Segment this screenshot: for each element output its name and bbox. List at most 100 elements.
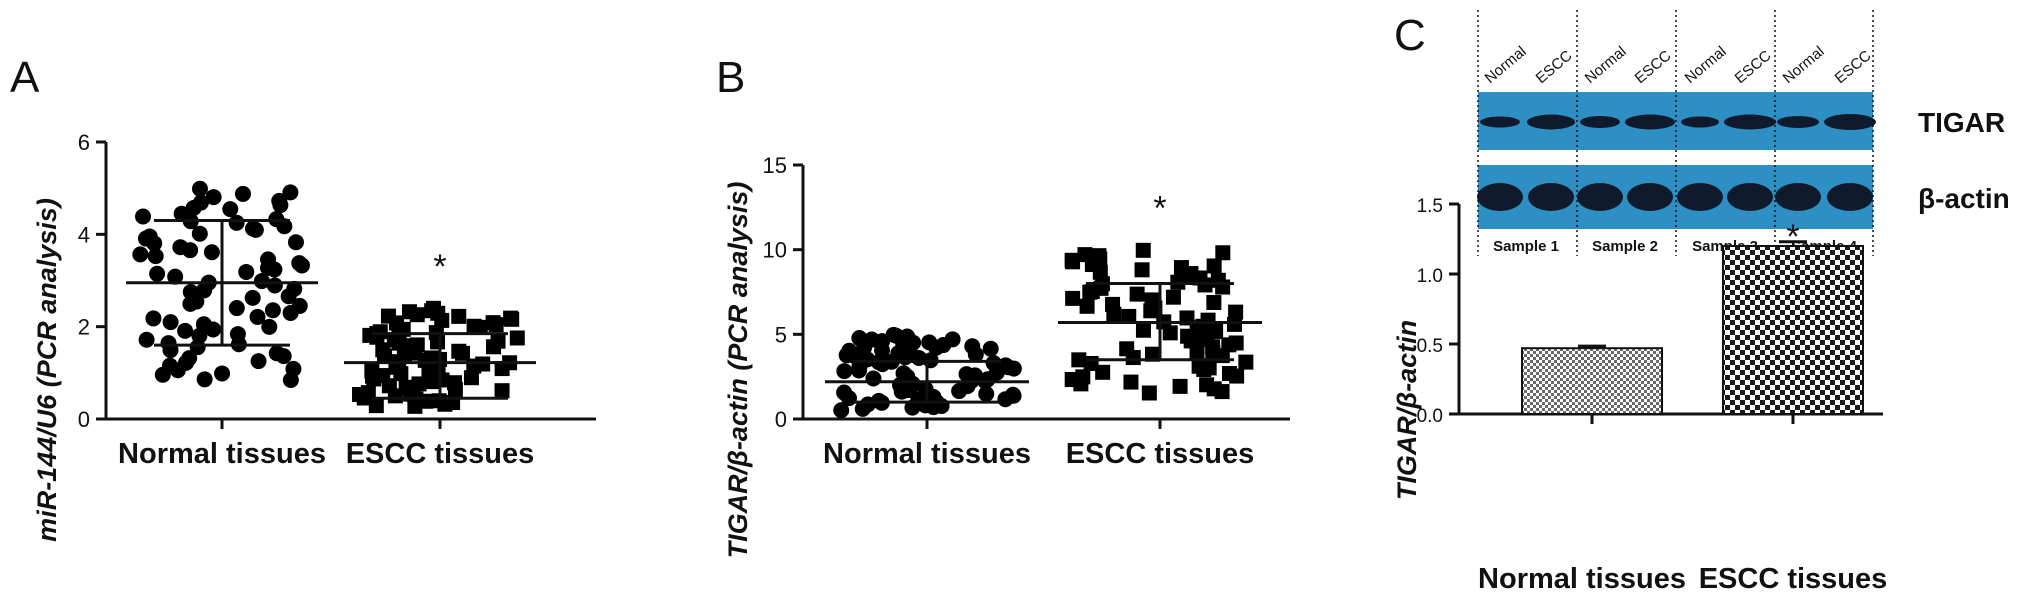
data-point <box>425 300 441 316</box>
data-point <box>402 304 418 320</box>
band-beta-actin <box>1677 183 1723 211</box>
band-beta-actin <box>1727 183 1773 211</box>
data-point <box>191 225 208 242</box>
data-point <box>985 355 1002 372</box>
data-point <box>463 370 479 386</box>
data-point <box>228 300 245 317</box>
panel-c: C Normal ESCC Normal ESCC Normal ESCC Normal ES… <box>1392 10 2010 595</box>
data-point <box>1095 364 1111 380</box>
panel-c-letter: C <box>1394 11 1426 60</box>
data-point <box>195 316 212 333</box>
data-point <box>1119 341 1135 357</box>
data-point <box>205 189 222 206</box>
data-point <box>1228 335 1244 351</box>
data-point <box>162 314 179 331</box>
data-point <box>1075 369 1091 385</box>
band-beta-actin <box>1627 183 1673 211</box>
data-point <box>291 255 308 272</box>
band-tigar <box>1580 116 1620 128</box>
panel-a-stat-lines <box>126 218 536 400</box>
band-tigar <box>1625 114 1675 130</box>
band-beta-actin <box>1775 183 1821 211</box>
data-point <box>1215 245 1231 261</box>
data-point <box>1121 308 1137 324</box>
data-point <box>1191 358 1207 374</box>
data-point <box>997 357 1014 374</box>
data-point <box>141 228 158 245</box>
panel-a-points <box>132 180 525 414</box>
data-point <box>1129 286 1145 302</box>
data-point <box>286 280 303 297</box>
data-point <box>161 357 178 374</box>
data-point <box>1228 304 1244 320</box>
panel-b-y-tick-label: 5 <box>775 322 787 347</box>
panel-c-bar-escc <box>1722 245 1864 415</box>
data-point <box>287 234 304 251</box>
data-point <box>196 371 213 388</box>
panel-c-category-escc: ESCC tissues <box>1699 563 1888 595</box>
data-point <box>1077 247 1093 263</box>
panel-b-letter: B <box>716 53 745 102</box>
data-point <box>250 353 267 370</box>
data-point <box>1135 242 1151 258</box>
data-point <box>1238 354 1254 370</box>
blot-sample-2: Sample 2 <box>1592 238 1658 255</box>
panel-b-axes: 0 5 10 15 <box>763 153 1290 432</box>
blot-lane-label: Normal <box>1780 43 1828 87</box>
panel-a-category-escc: ESCC tissues <box>346 438 535 470</box>
data-point <box>264 302 281 319</box>
data-point <box>1071 352 1087 368</box>
blot-lane-label: ESCC <box>1632 47 1675 87</box>
data-point <box>244 220 261 237</box>
data-point <box>494 383 510 399</box>
data-point <box>1091 248 1107 264</box>
data-point <box>244 289 261 306</box>
panel-b-points <box>833 242 1254 419</box>
blot-lane-dividers <box>1477 10 1874 256</box>
panel-b-y-axis-label: TIGAR/β-actin (PCR analysis) <box>723 182 753 559</box>
data-point <box>836 384 853 401</box>
data-point <box>921 334 938 351</box>
data-point <box>841 342 858 359</box>
data-point <box>260 251 277 268</box>
data-point <box>149 265 166 282</box>
data-point <box>192 194 209 211</box>
panel-c-y-tick-label: 1.5 <box>1417 196 1443 217</box>
data-point <box>447 375 463 391</box>
data-point <box>851 330 868 347</box>
data-point <box>865 370 882 387</box>
band-beta-actin <box>1528 183 1574 211</box>
data-point <box>409 337 425 353</box>
panel-a-letter: A <box>10 53 40 102</box>
data-point <box>172 239 189 256</box>
data-point <box>138 331 155 348</box>
panel-a-y-axis-label: miR-144/U6 (PCR analysis) <box>32 198 62 542</box>
data-point <box>145 310 162 327</box>
panel-c-y-axis-label: TIGAR/β-actin <box>1392 320 1422 500</box>
data-point <box>177 322 194 339</box>
data-point <box>253 273 270 290</box>
panel-c-y-tick-label: 0.5 <box>1417 336 1443 357</box>
data-point <box>451 308 467 324</box>
panel-a-y-tick-label: 4 <box>78 222 90 247</box>
blot-lane-label: Normal <box>1682 43 1730 87</box>
panel-c-error-bars <box>1578 240 1807 349</box>
data-point <box>271 192 288 209</box>
data-point <box>451 343 467 359</box>
band-tigar <box>1824 114 1876 130</box>
blot-sample-1: Sample 1 <box>1493 238 1559 255</box>
band-tigar <box>1724 114 1776 130</box>
data-point <box>132 246 149 263</box>
data-point <box>509 330 525 346</box>
data-point <box>958 366 975 383</box>
panel-c-y-tick-label: 1.0 <box>1417 266 1443 287</box>
data-point <box>364 363 380 379</box>
data-point <box>1005 386 1022 403</box>
band-beta-actin <box>1827 183 1873 211</box>
data-point <box>1200 312 1216 328</box>
data-point <box>1141 385 1157 401</box>
data-point <box>173 205 190 222</box>
data-point <box>836 363 853 380</box>
panel-c-category-normal: Normal tissues <box>1478 563 1686 595</box>
